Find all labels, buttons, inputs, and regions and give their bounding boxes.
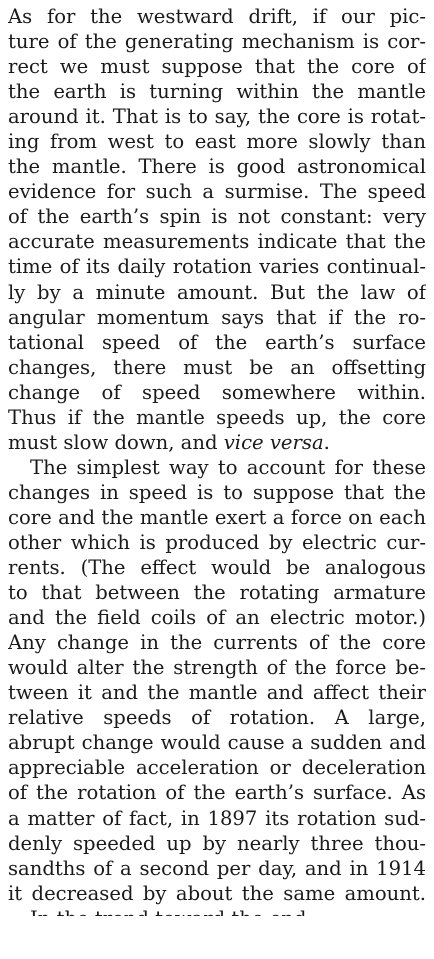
text-line: the earth is turning within the mantle xyxy=(8,80,426,104)
text-line: of the rotation of the earth’s surface. … xyxy=(8,781,426,805)
text-line: change of speed somewhere within. xyxy=(8,380,426,404)
text-line: around it. That is to say, the core is r… xyxy=(8,105,426,129)
text-fragment: must slow down, and xyxy=(8,430,224,454)
text-line: core and the mantle exert a force on eac… xyxy=(8,505,426,529)
text-line: tween it and the mantle and affect their xyxy=(8,681,426,705)
paragraph-speed-changes: The simplest way to account for these ch… xyxy=(8,455,426,906)
text-line: abrupt change would cause a sudden and xyxy=(8,731,426,755)
text-line: ing from west to east more slowly than xyxy=(8,130,426,154)
italic-phrase: vice versa xyxy=(223,430,324,454)
text-line: a matter of fact, in 1897 its rotation s… xyxy=(8,806,426,830)
text-line: ture of the generating mechanism is cor- xyxy=(8,30,426,54)
cutoff-text-line: In the trend toward the end. xyxy=(8,906,426,916)
text-line: of the earth’s spin is not constant: ver… xyxy=(8,205,426,229)
text-line: tational speed of the earth’s surface xyxy=(8,330,426,354)
text-line-last: must slow down, and vice versa. xyxy=(8,430,426,455)
text-line: to that between the rotating armature xyxy=(8,581,426,605)
text-line: changes in speed is to suppose that the xyxy=(8,480,426,504)
text-line: denly speeded up by nearly three thou- xyxy=(8,831,426,855)
text-line: Thus if the mantle speeds up, the core xyxy=(8,405,426,429)
text-line: appreciable acceleration or deceleration xyxy=(8,756,426,780)
text-line: other which is produced by electric cur- xyxy=(8,530,426,554)
text-line: rents. (The effect would be analogous xyxy=(8,556,426,580)
text-line: the mantle. There is good astronomical xyxy=(8,155,426,179)
text-line: accurate measurements indicate that the xyxy=(8,230,426,254)
text-line: evidence for such a surmise. The speed xyxy=(8,180,426,204)
text-line: sandths of a second per day, and in 1914 xyxy=(8,856,426,880)
document-page: As for the westward drift, if our pic- t… xyxy=(8,4,426,916)
text-fragment: . xyxy=(323,430,330,454)
text-line: ly by a minute amount. But the law of xyxy=(8,280,426,304)
text-line: time of its daily rotation varies contin… xyxy=(8,255,426,279)
text-line: rect we must suppose that the core of xyxy=(8,55,426,79)
text-line: would alter the strength of the force be… xyxy=(8,656,426,680)
text-line: and the field coils of an electric motor… xyxy=(8,606,426,630)
text-line: relative speeds of rotation. A large, xyxy=(8,706,426,730)
paragraph-westward-drift: As for the westward drift, if our pic- t… xyxy=(8,4,426,455)
text-line: angular momentum says that if the ro- xyxy=(8,305,426,329)
text-line: changes, there must be an offsetting xyxy=(8,355,426,379)
text-line: The simplest way to account for these xyxy=(30,455,426,479)
text-line: As for the westward drift, if our pic- xyxy=(8,5,426,28)
text-line: Any change in the currents of the core xyxy=(8,631,426,655)
text-line: it decreased by about the same amount. xyxy=(8,881,426,905)
